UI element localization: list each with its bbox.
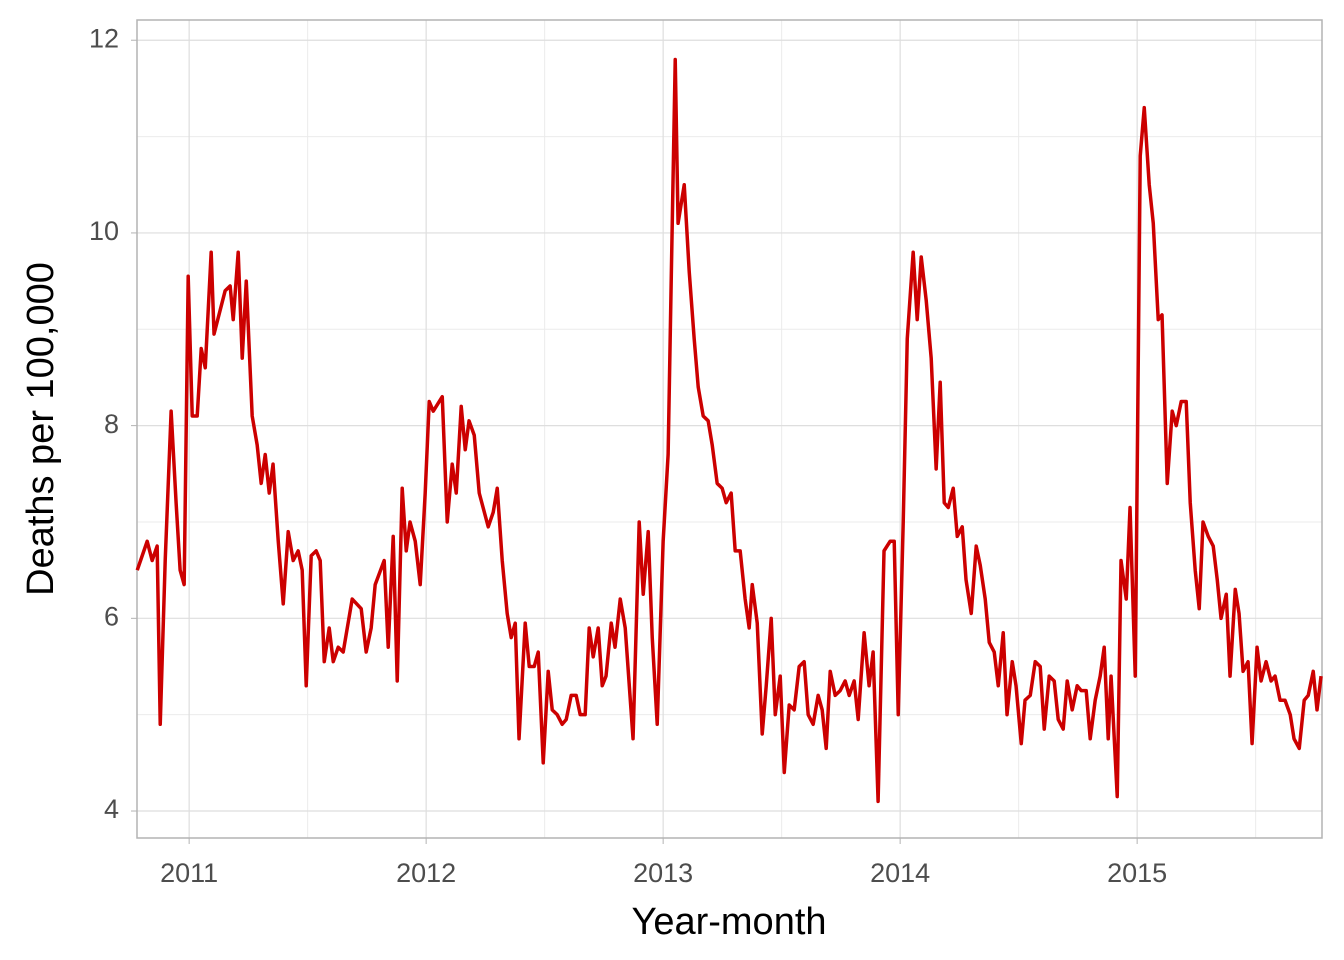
x-tick-label: 2015: [1107, 858, 1167, 888]
x-tick-label: 2014: [870, 858, 930, 888]
x-tick-label: 2013: [633, 858, 693, 888]
y-tick-label: 8: [104, 409, 119, 439]
x-tick-label: 2012: [396, 858, 456, 888]
x-tick-label: 2011: [160, 858, 218, 888]
x-axis-title: Year-month: [631, 901, 826, 943]
y-tick-label: 6: [104, 601, 119, 631]
plot-border: [136, 19, 1323, 839]
y-tick-label: 4: [104, 794, 119, 824]
y-axis-title: Deaths per 100,000: [20, 262, 62, 596]
y-tick-label: 10: [89, 216, 119, 246]
y-tick-label: 12: [89, 23, 119, 53]
data-line: [135, 57, 1323, 804]
